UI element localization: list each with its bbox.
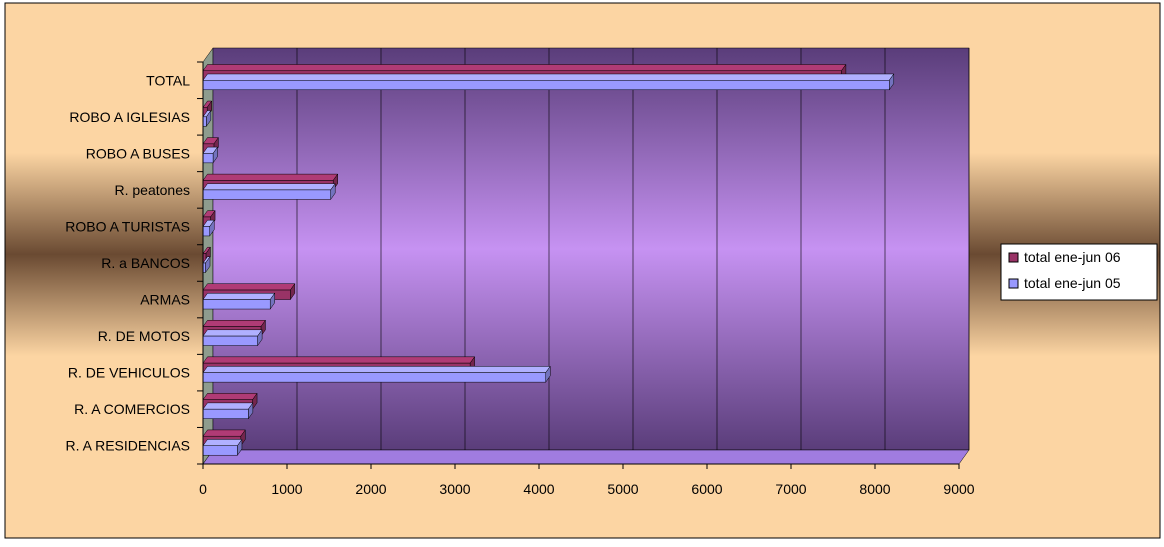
bar-front-face bbox=[202, 189, 331, 200]
bar-top-face bbox=[202, 73, 895, 81]
x-tick-label: 0 bbox=[199, 481, 207, 497]
bar bbox=[202, 329, 263, 347]
category-label: R. A RESIDENCIAS bbox=[66, 438, 190, 454]
bar bbox=[202, 182, 336, 201]
category-label: TOTAL bbox=[146, 72, 190, 88]
bar bbox=[202, 219, 215, 237]
x-tick-label: 3000 bbox=[439, 481, 470, 497]
bar-front-face bbox=[202, 299, 271, 310]
x-tick-label: 8000 bbox=[859, 481, 890, 497]
bar-front-face bbox=[202, 335, 258, 346]
bar-top-face bbox=[202, 320, 266, 327]
x-tick-label: 2000 bbox=[355, 481, 386, 497]
legend-label: total ene-jun 06 bbox=[1024, 249, 1121, 265]
bar-top-face bbox=[202, 402, 254, 410]
bar-top-face bbox=[202, 329, 263, 337]
bar-top-face bbox=[202, 366, 551, 373]
bar-front-face bbox=[202, 372, 546, 383]
category-label: ARMAS bbox=[140, 292, 190, 308]
bar-top-face bbox=[202, 393, 258, 400]
x-tick-label: 1000 bbox=[271, 481, 302, 497]
category-label: ROBO A TURISTAS bbox=[65, 218, 190, 234]
bar-top-face bbox=[202, 173, 339, 181]
category-label: R. A COMERCIOS bbox=[74, 401, 190, 417]
category-label: R. peatones bbox=[115, 182, 191, 198]
bar-top-face bbox=[202, 292, 276, 300]
legend-swatch bbox=[1008, 278, 1019, 289]
bar-front-face bbox=[202, 80, 890, 91]
category-label: R. a BANCOS bbox=[101, 255, 190, 271]
bar-top-face bbox=[202, 356, 476, 364]
bar bbox=[202, 438, 243, 457]
bar-front-face bbox=[202, 226, 210, 237]
bar bbox=[202, 73, 895, 91]
bar bbox=[202, 146, 219, 164]
legend-label: total ene-jun 05 bbox=[1024, 275, 1121, 291]
bar bbox=[202, 365, 551, 383]
legend-swatch bbox=[1008, 252, 1019, 263]
bar-front-face bbox=[202, 408, 249, 419]
bar-top-face bbox=[202, 429, 246, 437]
plot-floor bbox=[202, 449, 970, 465]
bar bbox=[202, 109, 212, 128]
bar-top-face bbox=[202, 183, 336, 191]
plot-back-wall bbox=[212, 47, 970, 451]
legend: total ene-jun 06 total ene-jun 05 bbox=[1000, 243, 1158, 301]
legend-box bbox=[1000, 243, 1158, 301]
x-tick-label: 7000 bbox=[775, 481, 806, 497]
bar bbox=[202, 255, 211, 274]
bar-front-face bbox=[202, 445, 238, 456]
category-label: R. DE VEHICULOS bbox=[68, 365, 190, 381]
bar bbox=[202, 402, 254, 420]
x-tick-label: 9000 bbox=[943, 481, 974, 497]
x-tick-label: 6000 bbox=[691, 481, 722, 497]
category-label: R. DE MOTOS bbox=[98, 328, 190, 344]
category-label: ROBO A BUSES bbox=[86, 145, 190, 161]
category-label: ROBO A IGLESIAS bbox=[69, 109, 190, 125]
bar-front-face bbox=[202, 153, 214, 164]
bar-top-face bbox=[202, 64, 847, 72]
bar-front-face bbox=[202, 116, 207, 127]
x-tick-label: 4000 bbox=[523, 481, 554, 497]
bar-top-face bbox=[202, 439, 243, 446]
x-tick-label: 5000 bbox=[607, 481, 638, 497]
bar bbox=[202, 292, 276, 310]
bar-top-face bbox=[202, 283, 296, 291]
